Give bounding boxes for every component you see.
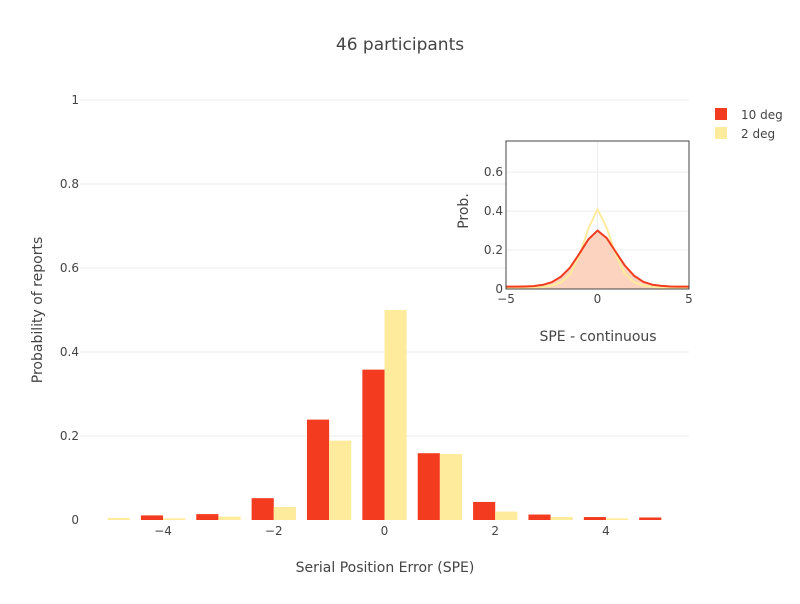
inset-frame [505, 140, 690, 290]
bar-10-deg-5[interactable] [362, 369, 385, 520]
legend: 10 deg 2 deg [715, 108, 783, 141]
main-x-tick-label: −2 [265, 524, 283, 538]
main-y-tick-label: 1 [71, 93, 79, 107]
bar-2-deg-9[interactable] [605, 518, 629, 520]
bar-2-deg-2[interactable] [218, 516, 241, 520]
main-y-tick-label: 0.4 [60, 345, 79, 359]
main-y-tick-label: 0 [71, 513, 79, 527]
legend-label-10-deg: 10 deg [741, 108, 783, 122]
inset-y-axis-label: Prob. [456, 193, 472, 229]
main-x-tick-label: 0 [381, 524, 389, 538]
inset-y-tick-label: 0.4 [484, 204, 503, 218]
bar-10-deg-2[interactable] [196, 514, 219, 520]
inset-y-tick-label: 0.6 [484, 165, 503, 179]
bar-2-deg-4[interactable] [329, 440, 352, 520]
legend-label-2-deg: 2 deg [741, 127, 775, 141]
inset-x-tick-label: 0 [594, 292, 602, 306]
bar-10-deg-3[interactable] [251, 498, 274, 520]
bar-10-deg-1[interactable] [140, 515, 164, 520]
inset-line-10-deg[interactable] [506, 229, 689, 288]
legend-swatch-10-deg [715, 108, 727, 120]
main-bars [107, 310, 662, 520]
inset-curves [506, 208, 689, 289]
bar-2-deg-0[interactable] [107, 517, 130, 520]
bar-2-deg-3[interactable] [273, 506, 296, 520]
bar-2-deg-6[interactable] [439, 454, 463, 520]
bar-2-deg-1[interactable] [163, 518, 186, 520]
x-axis-label: Serial Position Error (SPE) [296, 560, 475, 576]
inset-y-tick-labels: 0 0.2 0.4 0.6 [484, 165, 503, 296]
main-x-tick-label: 2 [491, 524, 499, 538]
bar-10-deg-6[interactable] [417, 453, 440, 520]
y-axis-label: Probability of reports [30, 237, 46, 383]
main-x-tick-labels: −4 −2 0 2 4 [154, 524, 610, 538]
inset-x-tick-labels: −5 0 5 [497, 292, 693, 306]
main-x-tick-label: 4 [602, 524, 610, 538]
bar-10-deg-8[interactable] [528, 514, 551, 520]
main-y-tick-labels: 0 0.2 0.4 0.6 0.8 1 [60, 93, 79, 527]
inset-y-tick-label: 0.2 [484, 243, 503, 257]
inset-chart: 00.20.40.6 −5 0 5 SPE - continuous Prob. [456, 140, 693, 345]
main-y-tick-label: 0.6 [60, 261, 79, 275]
bar-10-deg-7[interactable] [473, 501, 496, 520]
legend-item-10-deg[interactable]: 10 deg [715, 108, 783, 122]
inset-x-axis-label: SPE - continuous [539, 329, 656, 345]
inset-area-10-deg [506, 230, 689, 289]
legend-item-2-deg[interactable]: 2 deg [715, 127, 775, 141]
main-y-tick-label: 0.2 [60, 429, 79, 443]
bar-2-deg-5[interactable] [384, 310, 407, 520]
inset-x-tick-label: −5 [497, 292, 515, 306]
bar-2-deg-8[interactable] [550, 517, 573, 520]
main-y-tick-label: 0.8 [60, 177, 79, 191]
bar-2-deg-7[interactable] [495, 511, 518, 520]
chart-title: 46 participants [336, 35, 464, 55]
bar-10-deg-10[interactable] [639, 517, 662, 520]
bar-10-deg-9[interactable] [583, 517, 606, 520]
main-x-tick-label: −4 [154, 524, 172, 538]
inset-y-tick-label: 0 [495, 282, 503, 296]
inset-line-2-deg[interactable] [506, 208, 689, 289]
bar-10-deg-4[interactable] [306, 419, 330, 520]
inset-x-tick-label: 5 [685, 292, 693, 306]
legend-swatch-2-deg [715, 127, 727, 139]
